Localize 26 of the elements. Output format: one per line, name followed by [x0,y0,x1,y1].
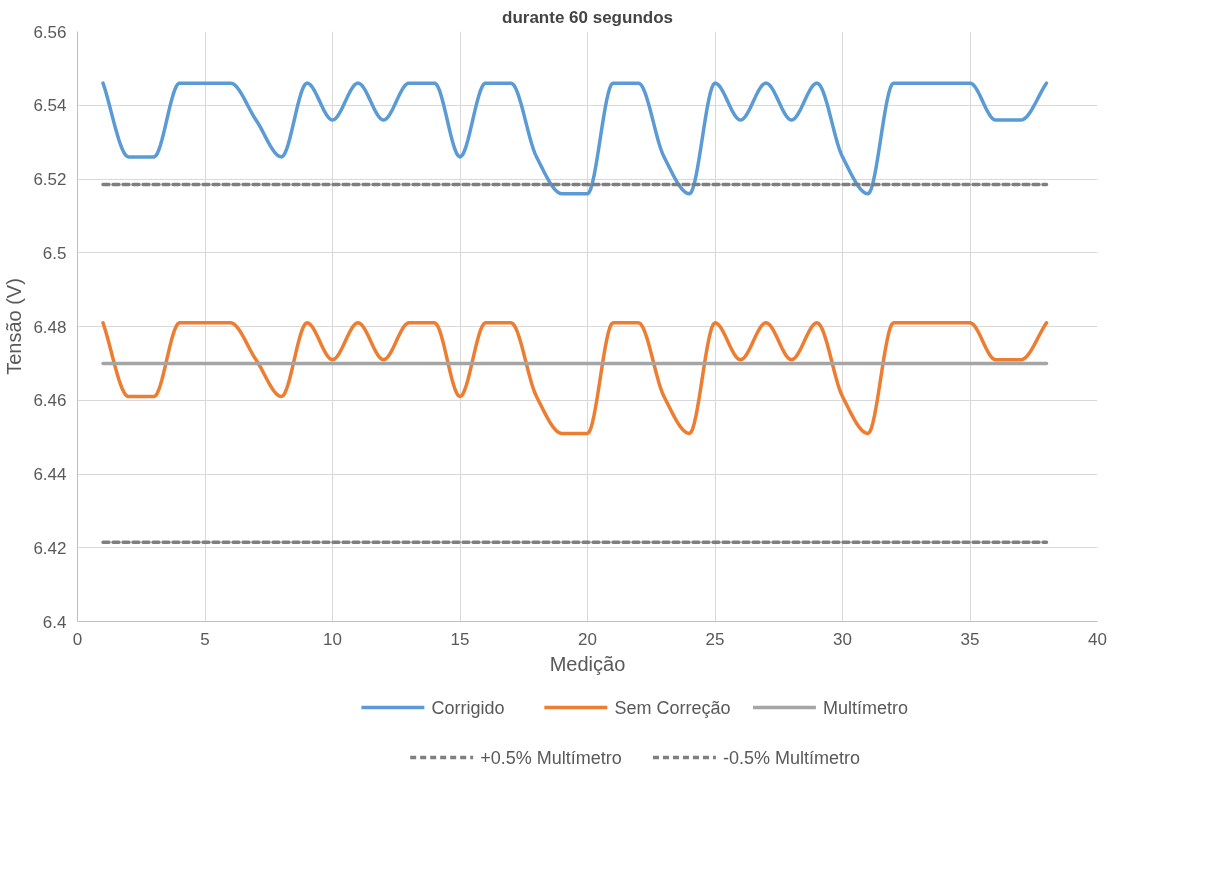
x-tick-label: 0 [72,629,83,649]
y-tick-label: 6.52 [33,170,67,189]
x-tick-label: 15 [450,629,470,649]
y-tick-label: 6.44 [33,465,67,484]
legend-label: -0.5% Multímetro [723,747,861,768]
y-tick-label: 6.48 [33,317,67,337]
x-tick-label: 20 [578,629,597,649]
x-tick-label: 10 [323,629,342,649]
x-axis-title: Medição [549,652,626,675]
y-tick-label: 6.46 [33,391,67,411]
y-tick-label: 6.42 [33,538,67,558]
x-tick-label: 30 [833,629,852,649]
legend-label: +0.5% Multímetro [480,747,622,768]
legend-label: Corrigido [431,697,505,718]
x-tick-label: 25 [705,629,725,649]
x-tick-label: 5 [200,629,210,649]
legend-label: Multímetro [823,697,909,718]
legend-label: Sem Correção [614,697,731,718]
y-tick-label: 6.4 [42,612,67,632]
x-tick-label: 35 [960,629,980,649]
y-tick-label: 6.5 [42,243,67,263]
chart-title: durante 60 segundos [502,7,673,27]
y-axis-title: Tensão (V) [3,278,26,375]
y-tick-label: 6.56 [33,22,67,42]
y-tick-label: 6.54 [33,96,67,116]
x-tick-label: 40 [1088,629,1107,649]
